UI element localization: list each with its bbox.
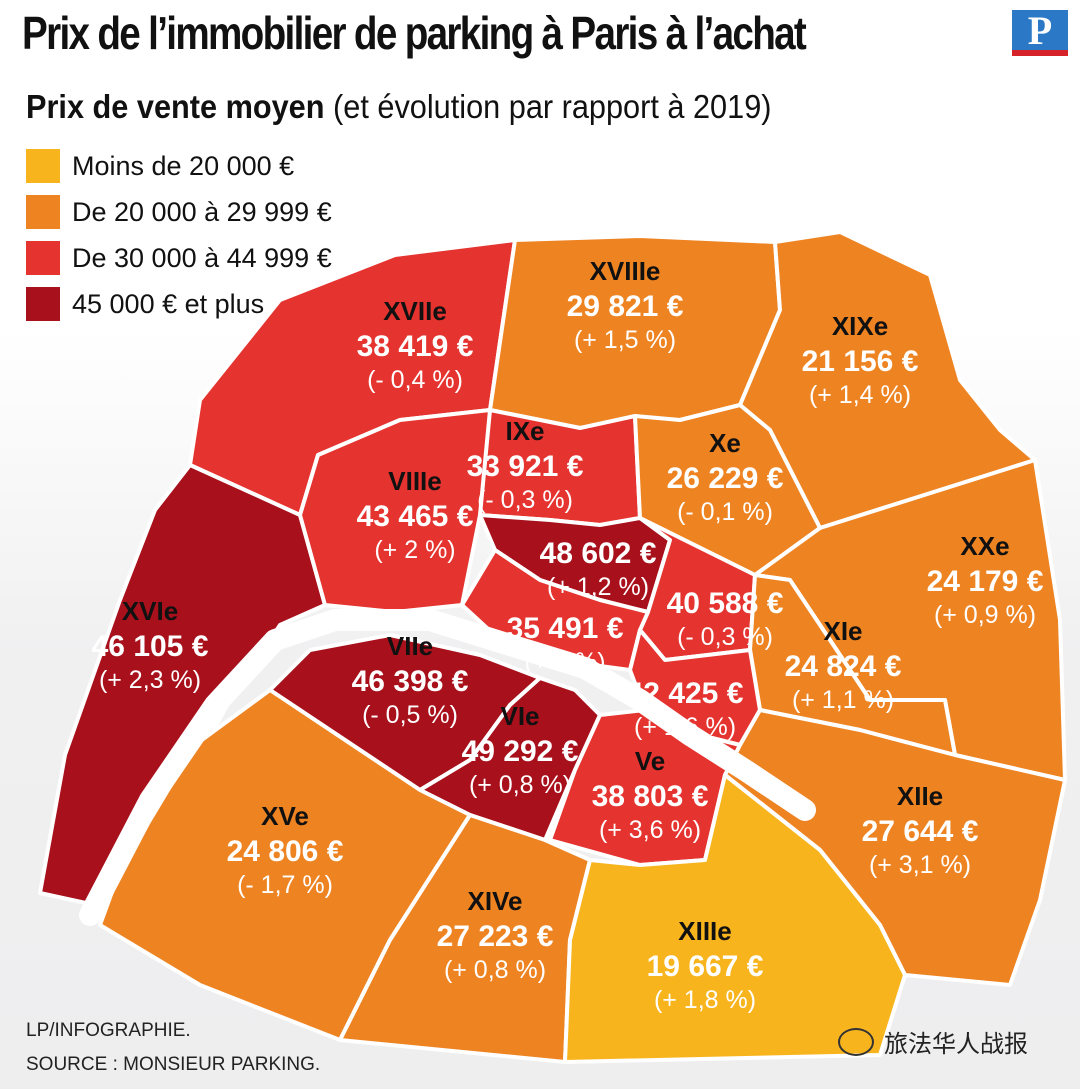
district-name-xviii: XVIIIe — [590, 256, 661, 286]
district-evolution-x: (- 0,1 %) — [677, 498, 773, 526]
credit-infographie: LP/INFOGRAPHIE. — [26, 1020, 191, 1041]
district-evolution-vi: (+ 0,8 %) — [469, 771, 571, 799]
wechat-icon — [838, 1027, 874, 1056]
district-evolution-iii: (- 0,3 %) — [677, 623, 773, 651]
district-name-x: Xe — [709, 428, 741, 458]
district-name-xvi: XVIe — [122, 596, 178, 626]
district-evolution-iv: (+ 1,6 %) — [634, 713, 736, 741]
seine-river — [79, 609, 816, 926]
district-name-vii: VIIe — [387, 631, 433, 661]
district-price-xviii: 29 821 € — [567, 290, 684, 323]
district-price-x: 26 229 € — [667, 462, 784, 495]
district-price-xi: 24 824 € — [785, 650, 902, 683]
legend-swatch — [26, 241, 60, 275]
watermark: 旅法华人战报 — [838, 1024, 1028, 1059]
district-xiii — [563, 773, 907, 1064]
subtitle-rest: (et évolution par rapport à 2019) — [324, 88, 772, 125]
legend-swatch — [26, 149, 60, 183]
legend-item: De 20 000 à 29 999 € — [26, 189, 332, 235]
district-evolution-xix: (+ 1,4 %) — [809, 381, 911, 409]
le-parisien-logo: P — [1012, 8, 1068, 56]
district-name-vi: VIe — [500, 701, 539, 731]
district-viii — [298, 408, 497, 614]
page-title: Prix de l’immobilier de parking à Paris … — [22, 7, 807, 59]
district-price-iv: 42 425 € — [627, 677, 744, 710]
district-price-vi: 49 292 € — [462, 735, 579, 768]
subtitle-bold: Prix de vente moyen — [26, 88, 325, 125]
district-name-viii: VIIIe — [388, 466, 441, 496]
district-name-xiv: XIVe — [468, 886, 523, 916]
district-price-xix: 21 156 € — [802, 345, 919, 378]
legend-label: 45 000 € et plus — [72, 288, 265, 319]
district-price-xii: 27 644 € — [862, 815, 979, 848]
district-name-xii: XIIe — [897, 781, 943, 811]
district-evolution-xvi: (+ 2,3 %) — [99, 666, 201, 694]
district-price-v: 38 803 € — [592, 780, 709, 813]
district-price-ix: 33 921 € — [467, 450, 584, 483]
district-price-iii: 40 588 € — [667, 587, 784, 620]
district-price-vii: 46 398 € — [352, 665, 469, 698]
district-evolution-xii: (+ 3,1 %) — [869, 851, 971, 879]
district-evolution-xiii: (+ 1,8 %) — [654, 986, 756, 1014]
district-evolution-v: (+ 3,6 %) — [599, 816, 701, 844]
district-name-ix: IXe — [505, 416, 544, 446]
district-price-center: 48 602 € — [540, 537, 657, 570]
district-evolution-xiv: (+ 0,8 %) — [444, 956, 546, 984]
legend-label: De 20 000 à 29 999 € — [72, 196, 332, 227]
legend-item: De 30 000 à 44 999 € — [26, 235, 332, 281]
district-name-xi: XIe — [823, 616, 862, 646]
legend: Moins de 20 000 € De 20 000 à 29 999 € D… — [26, 143, 332, 327]
legend-swatch — [26, 195, 60, 229]
district-price-viii: 43 465 € — [357, 500, 474, 533]
district-evolution-i: (+ 4 %) — [524, 648, 605, 676]
district-name-xvii: XVIIe — [383, 296, 447, 326]
district-price-xiii: 19 667 € — [647, 950, 764, 983]
subtitle: Prix de vente moyen (et évolution par ra… — [26, 88, 771, 126]
district-evolution-xviii: (+ 1,5 %) — [574, 326, 676, 354]
district-evolution-xx: (+ 0,9 %) — [934, 601, 1036, 629]
district-evolution-ix: (- 0,3 %) — [477, 486, 573, 514]
legend-label: De 30 000 à 44 999 € — [72, 242, 332, 273]
legend-item: 45 000 € et plus — [26, 281, 332, 327]
credit-source: SOURCE : MONSIEUR PARKING. — [26, 1054, 321, 1075]
district-price-i: 35 491 € — [507, 612, 624, 645]
district-price-xv: 24 806 € — [227, 835, 344, 868]
district-name-xv: XVe — [261, 801, 309, 831]
district-name-xx: XXe — [960, 531, 1009, 561]
district-evolution-xv: (- 1,7 %) — [237, 871, 333, 899]
legend-item: Moins de 20 000 € — [26, 143, 332, 189]
legend-swatch — [26, 287, 60, 321]
district-evolution-viii: (+ 2 %) — [374, 536, 455, 564]
district-name-xix: XIXe — [832, 311, 888, 341]
legend-label: Moins de 20 000 € — [72, 150, 295, 181]
district-name-v: Ve — [635, 746, 665, 776]
district-evolution-xi: (+ 1,1 %) — [792, 686, 894, 714]
district-price-xvi: 46 105 € — [92, 630, 209, 663]
district-price-xx: 24 179 € — [927, 565, 1044, 598]
district-price-xvii: 38 419 € — [357, 330, 474, 363]
district-price-xiv: 27 223 € — [437, 920, 554, 953]
watermark-text: 旅法华人战报 — [884, 1031, 1028, 1058]
district-name-xiii: XIIIe — [678, 916, 731, 946]
district-evolution-vii: (- 0,5 %) — [362, 701, 458, 729]
district-evolution-center: (+ 1,2 %) — [547, 573, 649, 601]
district-evolution-xvii: (- 0,4 %) — [367, 366, 463, 394]
